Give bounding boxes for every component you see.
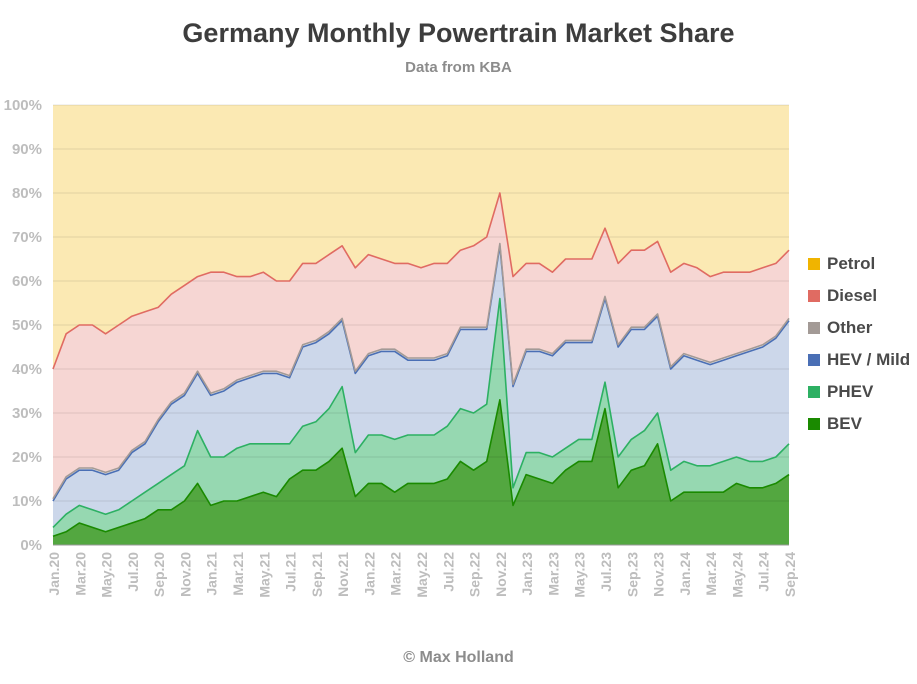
legend-item-petrol: Petrol	[808, 248, 910, 280]
y-tick-label: 60%	[12, 273, 42, 290]
x-tick-label: May.22	[414, 552, 430, 598]
legend-label: Petrol	[827, 254, 876, 273]
x-tick-label: Nov.21	[335, 552, 351, 597]
y-tick-label: 40%	[12, 361, 42, 378]
y-axis-labels: 0% 10% 20% 30% 40% 50% 60% 70% 80% 90% 100%	[4, 97, 42, 554]
chart-subtitle: Data from KBA	[405, 59, 512, 76]
y-tick-label: 90%	[12, 141, 42, 158]
x-tick-label: Mar.22	[388, 552, 404, 596]
y-tick-label: 10%	[12, 493, 42, 510]
x-tick-label: Sep.21	[309, 552, 325, 597]
x-tick-label: Jul.23	[598, 552, 614, 592]
series-line-bev	[52, 399, 790, 537]
x-tick-label: Mar.23	[545, 552, 561, 596]
series-area-bev	[53, 399, 789, 545]
legend-swatch	[808, 418, 820, 430]
series-area-phev	[53, 298, 789, 537]
series-lines	[52, 192, 790, 537]
x-tick-label: Sep.22	[467, 552, 483, 597]
x-tick-label: Jul.20	[125, 552, 141, 592]
x-tick-label: Jul.22	[440, 552, 456, 592]
chart-credit: © Max Holland	[403, 649, 514, 666]
legend-item-hev-mild: HEV / Mild	[808, 344, 910, 376]
legend-item-bev: BEV	[808, 408, 910, 440]
legend-swatch	[808, 322, 820, 334]
chart-legend: Petrol Diesel Other HEV / Mild PHEV BEV	[808, 248, 910, 440]
series-area-diesel	[53, 193, 789, 499]
y-tick-label: 80%	[12, 185, 42, 202]
x-tick-label: Nov.23	[651, 552, 667, 597]
legend-label: PHEV	[827, 382, 874, 401]
x-tick-label: Jan.23	[519, 552, 535, 596]
x-tick-label: Jul.21	[283, 552, 299, 592]
x-tick-label: May.21	[256, 552, 272, 598]
x-tick-label: May.24	[729, 552, 745, 598]
x-tick-label: Sep.23	[624, 552, 640, 597]
x-tick-label: May.23	[572, 552, 588, 598]
x-tick-label: Mar.24	[703, 552, 719, 596]
y-gridlines	[53, 104, 789, 546]
legend-label: Other	[827, 318, 873, 337]
x-tick-label: Nov.20	[177, 552, 193, 597]
legend-label: Diesel	[827, 286, 878, 305]
series-line-phev	[52, 297, 790, 528]
x-tick-label: Jul.24	[756, 552, 772, 592]
y-tick-label: 20%	[12, 449, 42, 466]
series-area-petrol	[53, 105, 789, 369]
series-line-diesel	[52, 192, 790, 370]
y-tick-label: 100%	[4, 97, 42, 114]
y-tick-label: 50%	[12, 317, 42, 334]
x-tick-label: Jan.22	[361, 552, 377, 596]
legend-swatch	[808, 354, 820, 366]
legend-label: HEV / Mild	[827, 350, 911, 369]
chart-title: Germany Monthly Powertrain Market Share	[182, 18, 735, 48]
legend-swatch	[808, 290, 820, 302]
x-tick-label: May.20	[99, 552, 115, 598]
x-axis-labels: Jan.20 Mar.20 May.20 Jul.20 Sep.20 Nov.20 Jan.…	[46, 552, 798, 598]
series-area-hev-mild	[53, 245, 789, 528]
x-tick-label: Jan.20	[46, 552, 62, 596]
x-tick-label: Sep.24	[782, 552, 798, 597]
legend-swatch	[808, 386, 820, 398]
series-line-other	[52, 242, 790, 500]
legend-item-diesel: Diesel	[808, 280, 910, 312]
x-tick-label: Nov.22	[493, 552, 509, 597]
y-tick-label: 30%	[12, 405, 42, 422]
x-tick-label: Mar.20	[72, 552, 88, 596]
x-tick-label: Sep.20	[151, 552, 167, 597]
legend-label: BEV	[827, 414, 862, 433]
legend-swatch	[808, 258, 820, 270]
x-tick-label: Mar.21	[230, 552, 246, 596]
y-tick-label: 70%	[12, 229, 42, 246]
legend-item-other: Other	[808, 312, 910, 344]
x-tick-label: Jan.24	[677, 552, 693, 596]
series-areas	[53, 105, 789, 545]
x-tick-label: Jan.21	[204, 552, 220, 596]
y-tick-label: 0%	[20, 537, 42, 554]
legend-item-phev: PHEV	[808, 376, 910, 408]
